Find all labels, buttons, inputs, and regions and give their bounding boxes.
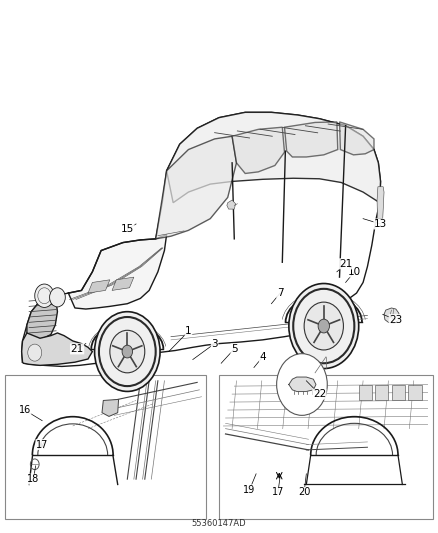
Polygon shape: [166, 112, 381, 203]
Circle shape: [289, 284, 359, 368]
Circle shape: [110, 330, 145, 373]
Text: 23: 23: [389, 314, 403, 325]
Text: 19: 19: [244, 485, 256, 495]
Text: 7: 7: [277, 288, 283, 298]
Polygon shape: [285, 122, 338, 157]
Text: 21: 21: [71, 344, 84, 354]
Bar: [392, 384, 405, 400]
Text: 10: 10: [348, 267, 361, 277]
Text: 20: 20: [298, 488, 311, 497]
Polygon shape: [232, 127, 285, 173]
Polygon shape: [27, 296, 57, 340]
Text: 22: 22: [313, 389, 326, 399]
Text: 21: 21: [339, 259, 352, 269]
Text: 55360147AD: 55360147AD: [192, 519, 246, 528]
Text: 4: 4: [259, 352, 266, 362]
Text: 17: 17: [272, 488, 284, 497]
Polygon shape: [155, 136, 237, 239]
Text: 1: 1: [185, 326, 192, 336]
Circle shape: [28, 344, 42, 361]
Text: 17: 17: [36, 440, 48, 450]
Polygon shape: [227, 200, 236, 209]
Text: 18: 18: [27, 474, 39, 484]
Text: 16: 16: [18, 405, 31, 415]
Circle shape: [277, 354, 327, 415]
Polygon shape: [289, 377, 316, 391]
Polygon shape: [68, 235, 166, 309]
Circle shape: [304, 302, 343, 350]
Polygon shape: [377, 187, 384, 219]
Circle shape: [318, 319, 329, 333]
Polygon shape: [21, 333, 92, 366]
Bar: [219, 375, 433, 519]
Text: 3: 3: [211, 338, 218, 349]
Bar: [359, 384, 372, 400]
Circle shape: [122, 345, 133, 358]
Text: 15: 15: [121, 224, 134, 235]
Circle shape: [35, 284, 54, 308]
Bar: [409, 384, 422, 400]
Polygon shape: [102, 399, 119, 416]
Polygon shape: [112, 277, 134, 290]
Polygon shape: [88, 280, 110, 293]
Circle shape: [95, 312, 160, 391]
Bar: [5, 375, 206, 519]
Bar: [375, 384, 389, 400]
Circle shape: [49, 288, 65, 307]
Text: 5: 5: [231, 344, 237, 354]
Polygon shape: [339, 122, 374, 155]
Text: 13: 13: [374, 219, 387, 229]
Polygon shape: [384, 308, 399, 324]
